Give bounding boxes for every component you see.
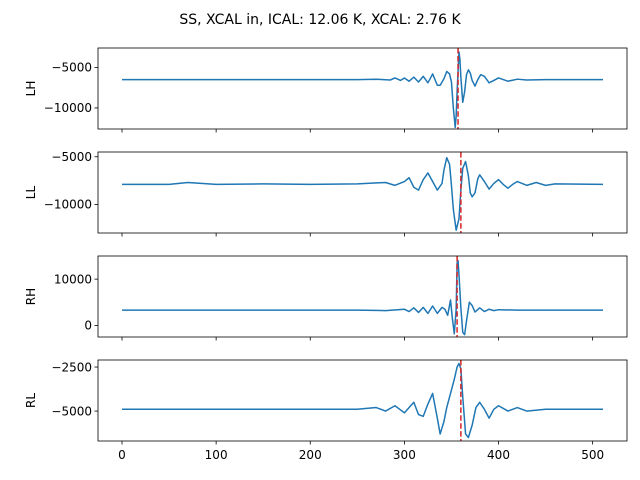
x-tick-label: 400 [487,448,510,462]
y-axis-label: RH [24,288,38,305]
subplot-lh: −5000 −10000 LH [24,47,628,133]
subplot-rl: −2500 −5000 0 100 200 300 400 500 RL [24,359,628,462]
y-axis-label: RL [24,393,38,408]
plot-area [98,256,627,337]
subplots: −5000−10000LH−5000−10000LL100000RH−2500−… [24,47,628,462]
figure-title: SS, XCAL in, ICAL: 12.06 K, XCAL: 2.76 K [179,12,461,28]
y-tick-label: −10000 [44,101,92,115]
x-tick-label: 300 [393,448,416,462]
y-tick-label: 10000 [54,272,92,286]
axes-frame [97,359,628,442]
plot-area [98,360,627,441]
x-tick-label: 200 [299,448,322,462]
axes-frame [97,47,628,130]
y-axis-label: LL [24,186,38,200]
y-tick-label: −5000 [51,61,92,75]
plot-area [98,48,627,129]
x-tick-label: 500 [581,448,604,462]
y-tick-label: −10000 [44,198,92,212]
y-tick-label: 0 [84,319,92,333]
series-line-rl [122,362,603,439]
y-tick-label: −5000 [51,404,92,418]
series-line-ll [122,156,604,231]
y-tick-label: −2500 [51,360,92,374]
x-tick-label: 0 [118,448,126,462]
series-line-rh [122,259,603,336]
y-tick-label: −5000 [51,150,92,164]
series-line-lh [122,51,603,129]
y-axis-label: LH [24,81,38,97]
plot-area [98,152,627,233]
axes-frame [97,151,628,234]
axes-frame [97,255,628,338]
subplot-rh: 10000 0 RH [24,255,628,341]
subplot-ll: −5000 −10000 LL [24,150,628,237]
x-tick-label: 100 [205,448,228,462]
